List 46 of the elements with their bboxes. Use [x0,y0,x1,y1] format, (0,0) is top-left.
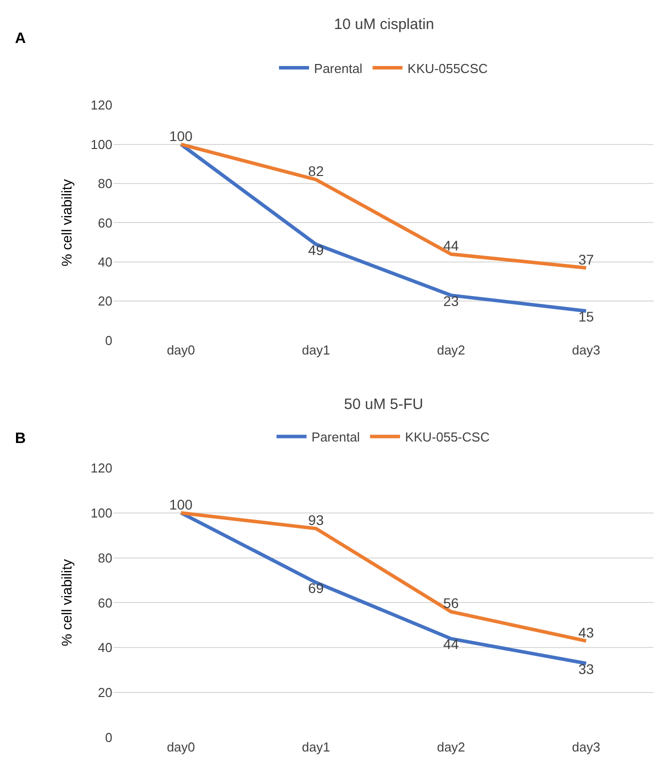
y-tick-label: 100 [90,136,112,152]
data-label: 37 [578,251,594,268]
x-tick-label: day2 [436,342,466,358]
data-label: 49 [308,242,324,258]
chart-title: 50 uM 5-FU [344,396,424,413]
data-label: 15 [578,308,594,324]
chart-title: 10 uM cisplatin [334,16,434,33]
y-axis-title: % cell viability [58,179,74,266]
y-axis-title: % cell viability [58,559,74,646]
data-label: 33 [578,660,594,677]
text: B [15,430,26,447]
y-tick-label: 20 [98,294,112,309]
y-tick-label: 100 [90,505,112,520]
x-tick-label: day3 [572,342,600,358]
data-label: 23 [443,292,460,309]
legend-label: Parental [312,430,360,445]
y-tick-label: 40 [98,640,112,656]
data-label: 93 [308,512,324,528]
y-tick-label: 120 [90,98,112,113]
y-tick-label: 0 [105,332,112,348]
y-tick-label: 80 [98,550,112,566]
legend-label: KKU-055CSC [408,60,488,76]
y-tick-label: 0 [105,730,112,746]
y-tick-label: 20 [98,685,112,700]
data-label: 100 [169,496,193,512]
data-label: 44 [443,238,460,254]
x-tick-label: day0 [166,342,196,358]
data-label: 100 [169,128,193,144]
y-tick-label: 40 [98,254,112,270]
data-label: 56 [443,595,460,612]
data-label: 82 [308,163,324,180]
data-label: 44 [443,636,460,652]
x-tick-label: day2 [436,740,466,755]
x-tick-label: day3 [572,740,600,755]
text: A [15,30,26,47]
y-tick-label: 120 [90,460,112,476]
x-tick-label: day0 [166,740,196,755]
x-tick-label: day1 [302,342,330,358]
y-tick-label: 80 [98,176,112,192]
legend-label: Parental [314,60,363,76]
legend-label: KKU-055-CSC [405,430,490,445]
data-label: 69 [308,580,324,596]
data-label: 43 [578,624,594,640]
y-tick-label: 60 [98,215,112,230]
x-tick-label: day1 [302,740,330,755]
y-tick-label: 60 [98,595,112,610]
